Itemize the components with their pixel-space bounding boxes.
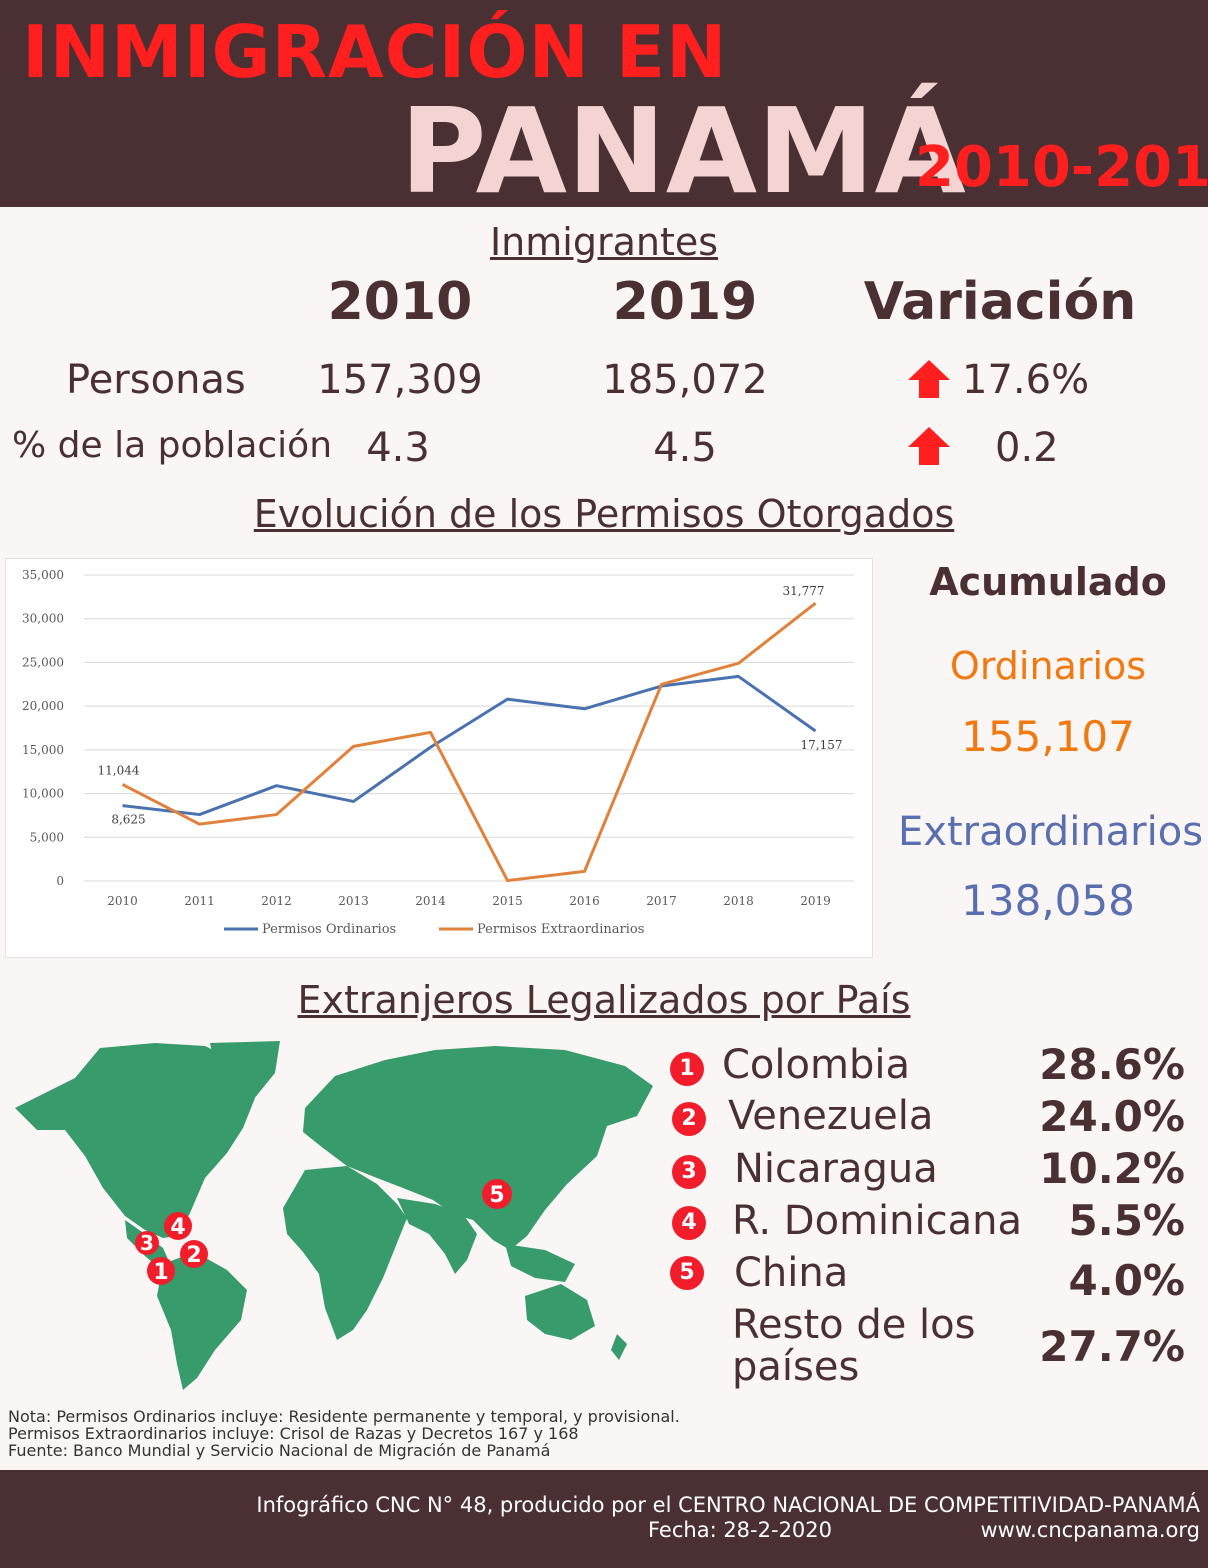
col-2019: 2019: [612, 272, 758, 332]
ordinary-label: Ordinarios: [949, 644, 1147, 688]
arrow-up-icon: [908, 360, 950, 398]
title-line1: INMIGRACIÓN EN: [22, 10, 728, 94]
continents: [15, 1041, 653, 1390]
x-tick-label: 2012: [261, 894, 292, 908]
svg-text:5: 5: [489, 1183, 504, 1208]
x-tick-label: 2016: [569, 894, 600, 908]
country-pct: 10.2%: [1039, 1144, 1185, 1193]
title-period: 2010-2019: [915, 135, 1208, 200]
y-tick-label: 20,000: [22, 699, 64, 713]
x-tick-label: 2010: [107, 894, 138, 908]
svg-text:3: 3: [140, 1231, 154, 1255]
permits-line-chart: 0 5,000 10,000 15,000 20,000 25,000 30,000 35,0…: [22, 568, 854, 937]
x-tick-label: 2011: [184, 894, 215, 908]
country-pct: 4.0%: [1068, 1256, 1185, 1305]
row-pop-label: % de la población: [12, 425, 333, 466]
y-tick-label: 30,000: [22, 612, 64, 626]
x-tick-label: 2018: [723, 894, 754, 908]
note-line1: Nota: Permisos Ordinarios incluye: Resid…: [8, 1407, 680, 1426]
new-zealand-shape: [611, 1334, 627, 1360]
col-variation: Variación: [863, 272, 1137, 332]
y-tick-label: 25,000: [22, 655, 64, 669]
y-tick-label: 35,000: [22, 568, 64, 582]
series-line-ordinary: [122, 674, 817, 817]
extra-value: 138,058: [961, 876, 1135, 925]
country-pct: 28.6%: [1039, 1040, 1185, 1089]
permits-chart: 0 5,000 10,000 15,000 20,000 25,000 30,000 35,0…: [5, 558, 873, 958]
map-badges: 1 2 3 4 5: [135, 1179, 512, 1285]
eurasia-shape: [303, 1046, 653, 1250]
row-pop-2019: 4.5: [653, 425, 717, 471]
y-tick-label: 10,000: [22, 787, 64, 801]
col-2010: 2010: [327, 272, 473, 332]
data-label: 11,044: [98, 763, 140, 777]
rank-badge: 1: [670, 1052, 704, 1086]
data-label: 8,625: [111, 813, 145, 827]
rest-label-line2: países: [732, 1344, 860, 1390]
greenland-shape: [210, 1041, 280, 1100]
country-name: R. Dominicana: [732, 1198, 1022, 1244]
x-tick-label: 2014: [415, 894, 446, 908]
arrow-up-icon: [908, 427, 950, 465]
rank-badge: 4: [672, 1206, 706, 1240]
y-tick-label: 5,000: [30, 830, 64, 844]
data-label: 31,777: [783, 584, 825, 598]
africa-shape: [283, 1166, 407, 1340]
country-name: Colombia: [722, 1042, 910, 1088]
y-tick-label: 0: [56, 874, 64, 888]
footer-credit: Infográfico CNC N° 48, producido por el …: [256, 1493, 1200, 1517]
svg-text:1: 1: [153, 1260, 168, 1285]
country-pct: 5.5%: [1068, 1196, 1185, 1245]
svg-text:4: 4: [170, 1215, 185, 1240]
footer-url: www.cncpanama.org: [980, 1518, 1201, 1542]
world-map: 1 2 3 4 5: [15, 1041, 653, 1390]
note-line2: Permisos Extraordinarios incluye: Crisol…: [8, 1424, 579, 1443]
legend-entry: Permisos Ordinarios: [262, 922, 396, 937]
svg-text:2: 2: [186, 1243, 201, 1268]
country-name: Nicaragua: [734, 1146, 938, 1192]
series-line-extraordinary: [121, 601, 817, 883]
title-line2: PANAMÁ: [400, 82, 966, 220]
row-persons-label: Personas: [66, 357, 246, 403]
country-pct: 24.0%: [1039, 1092, 1185, 1141]
row-persons-2019: 185,072: [602, 357, 768, 403]
australia-shape: [525, 1284, 595, 1340]
row-persons-2010: 157,309: [317, 357, 483, 403]
row-pop-variation: 0.2: [995, 425, 1059, 471]
southeast-asia-shape: [505, 1244, 575, 1282]
rest-pct: 27.7%: [1039, 1322, 1185, 1371]
footer-banner: [0, 1470, 1208, 1568]
rank-badge: 3: [672, 1155, 706, 1189]
row-pop-2010: 4.3: [366, 425, 430, 471]
country-name: China: [734, 1250, 849, 1296]
header-banner: [0, 0, 1208, 207]
ordinary-value: 155,107: [961, 712, 1135, 761]
rank-badge: 5: [670, 1256, 704, 1290]
extra-label: Extraordinarios: [898, 809, 1204, 855]
y-tick-label: 15,000: [22, 743, 64, 757]
permits-title: Evolución de los Permisos Otorgados: [253, 492, 955, 536]
rest-label: Resto de los países: [732, 1304, 975, 1388]
data-label: 17,157: [801, 738, 843, 752]
south-america-shape: [157, 1252, 247, 1390]
accumulated-title: Acumulado: [929, 560, 1167, 604]
row-persons-variation: 17.6%: [962, 357, 1090, 403]
north-america-shape: [15, 1043, 255, 1238]
south-asia-shape: [397, 1198, 477, 1274]
x-tick-label: 2015: [492, 894, 523, 908]
legend-entry: Permisos Extraordinarios: [477, 922, 644, 937]
countries-title: Extranjeros Legalizados por País: [297, 978, 911, 1022]
rest-label-line1: Resto de los: [732, 1302, 976, 1348]
note-line3: Fuente: Banco Mundial y Servicio Naciona…: [8, 1441, 551, 1460]
footer-date: Fecha: 28-2-2020: [648, 1518, 833, 1542]
immigrants-title: Inmigrantes: [489, 220, 719, 264]
country-name: Venezuela: [728, 1093, 934, 1139]
x-tick-label: 2013: [338, 894, 369, 908]
x-tick-label: 2017: [646, 894, 677, 908]
rank-badge: 2: [672, 1102, 706, 1136]
x-tick-label: 2019: [800, 894, 831, 908]
